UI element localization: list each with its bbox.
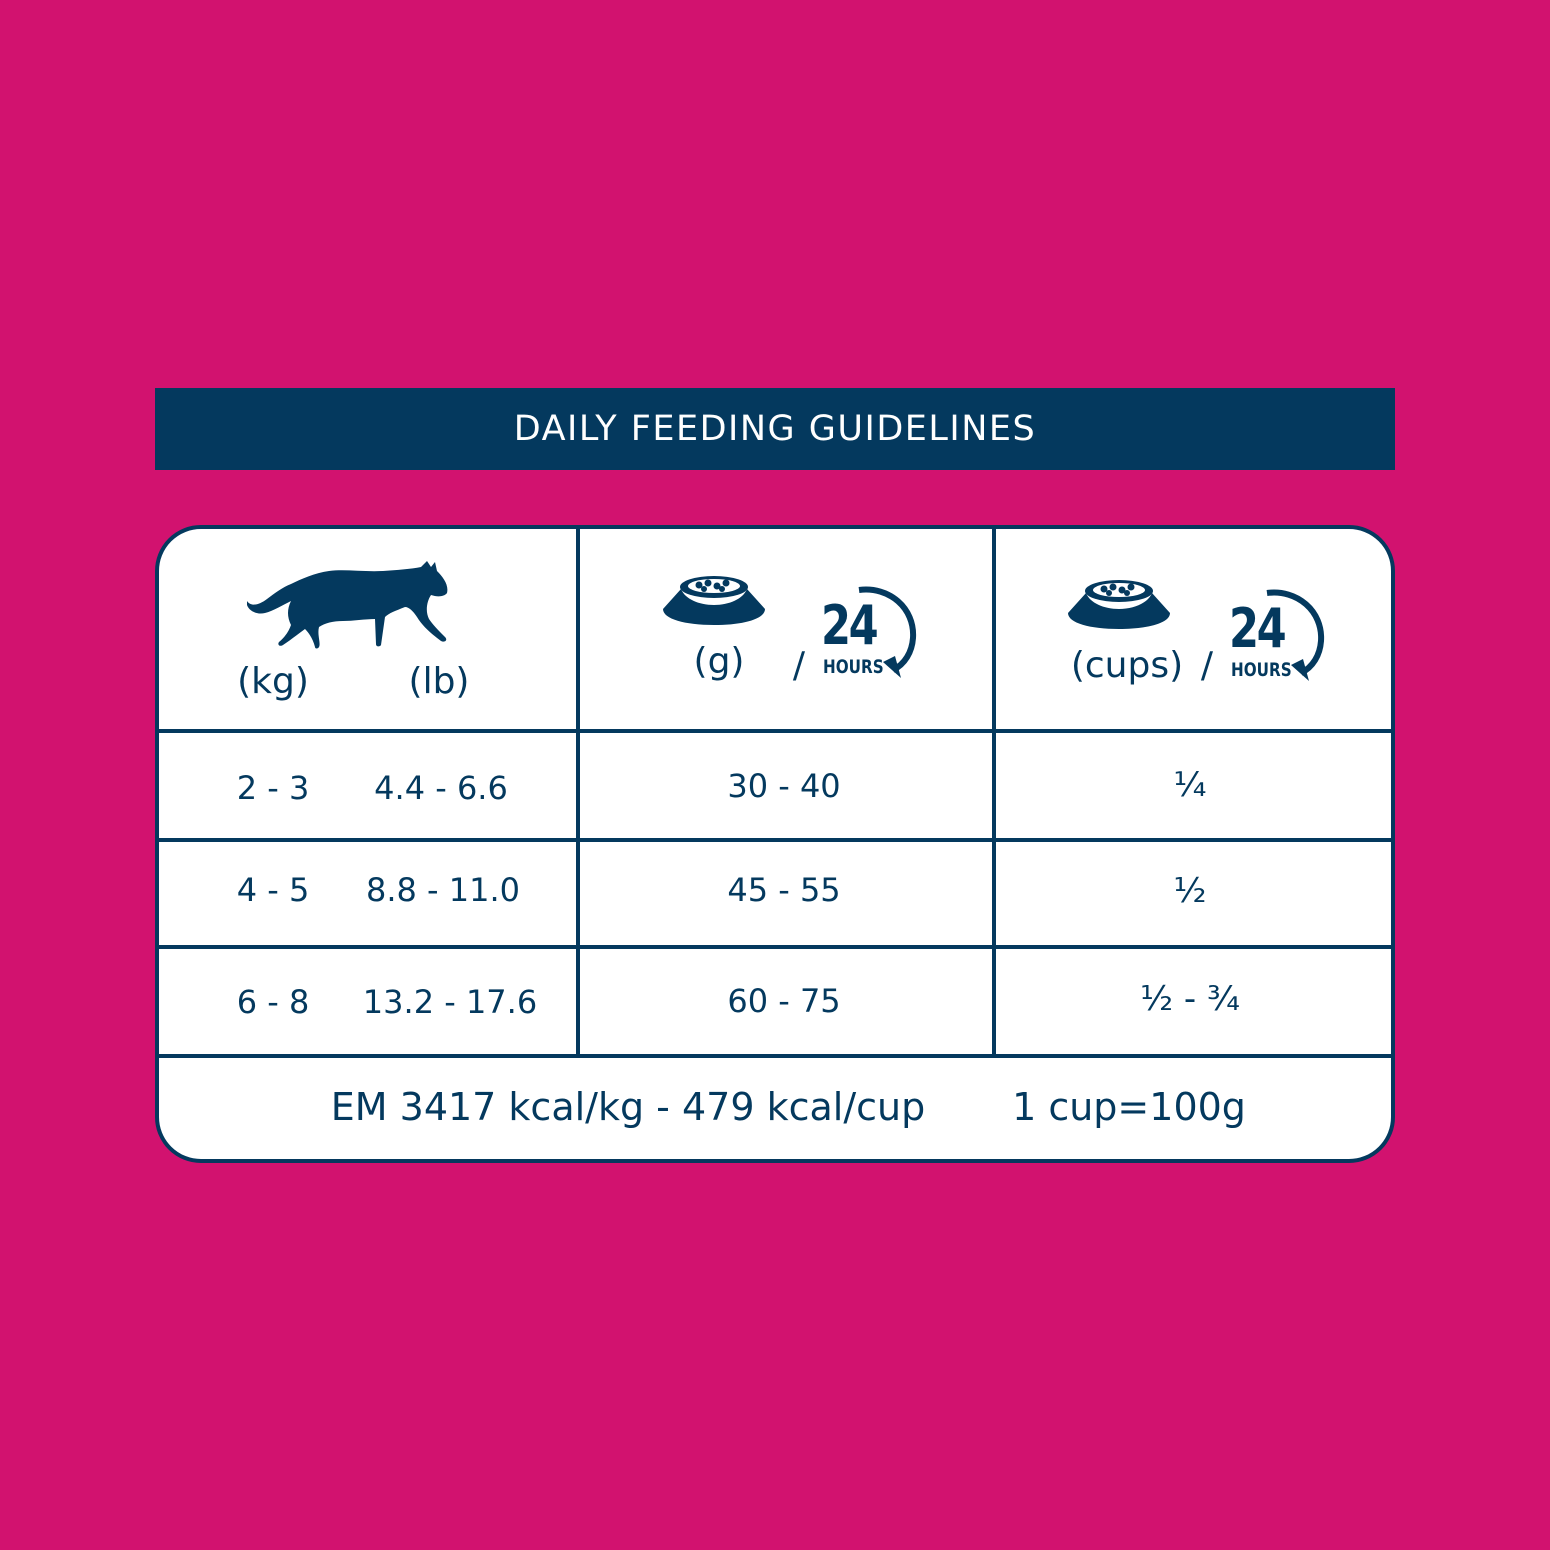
slash: / [792,645,806,686]
cell-grams: 60 - 75 [727,982,841,1020]
cell-cups: ¼ [1173,765,1207,805]
cell-cups: ½ - ¾ [1140,979,1240,1019]
column-header-cups: (cups) [1070,645,1184,686]
food-bowl-icon [1068,580,1170,629]
page-title: DAILY FEEDING GUIDELINES [513,409,1037,449]
food-bowl-icon [663,576,765,625]
feeding-table: (kg) (lb) (g) / 24 HOURS (cups) / 24 [155,525,1395,1163]
cell-grams: 45 - 55 [727,871,841,909]
divider [992,529,996,1054]
24-hours-icon: 24 HOURS [819,584,919,684]
column-header-grams: (g) [693,641,745,682]
24-hours-number: 24 [821,594,879,657]
title-bar: DAILY FEEDING GUIDELINES [155,388,1395,470]
24-hours-label: HOURS [823,656,884,678]
cell-kg: 6 - 8 [236,983,310,1021]
24-hours-number: 24 [1229,597,1287,660]
divider [576,529,580,1054]
cell-lb: 13.2 - 17.6 [362,983,538,1021]
divider [159,729,1391,733]
cup-conversion: 1 cup=100g [1012,1085,1246,1129]
cell-kg: 2 - 3 [236,769,310,807]
cat-icon [247,561,448,649]
24-hours-icon: 24 HOURS [1227,587,1327,687]
cell-cups: ½ [1173,871,1207,911]
column-header-lb: (lb) [408,661,470,702]
divider [159,838,1391,842]
divider [159,1054,1391,1058]
slash: / [1200,645,1214,686]
divider [159,945,1391,949]
cell-lb: 8.8 - 11.0 [365,871,521,909]
cell-grams: 30 - 40 [727,767,841,805]
column-header-kg: (kg) [237,661,309,702]
24-hours-label: HOURS [1231,659,1292,681]
cell-lb: 4.4 - 6.6 [374,769,508,807]
cell-kg: 4 - 5 [236,871,310,909]
energy-info: EM 3417 kcal/kg - 479 kcal/cup [330,1085,926,1129]
